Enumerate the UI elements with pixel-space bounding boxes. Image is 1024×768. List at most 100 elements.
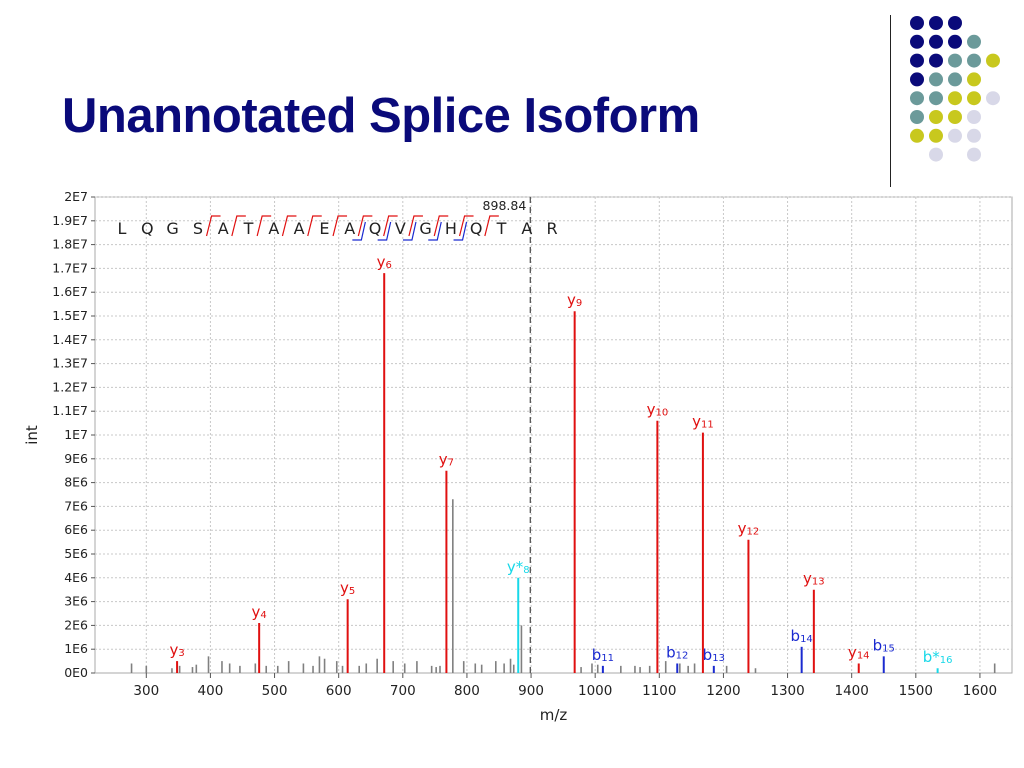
peak-ion-index: 14 — [857, 650, 870, 661]
decor-dot — [910, 128, 924, 143]
sequence-residue: A — [294, 219, 305, 238]
decor-dot — [929, 128, 943, 143]
y-tick-label: 1.2E7 — [52, 379, 88, 394]
decor-dot — [910, 53, 924, 68]
y-tick-label: 0E0 — [64, 665, 88, 680]
decor-dot — [929, 72, 943, 87]
y-tick-label: 1.6E7 — [52, 284, 88, 299]
sequence-residue: H — [445, 219, 457, 238]
x-tick-label: 1000 — [578, 683, 612, 699]
peak-ion-index: 6 — [385, 260, 391, 271]
peak-label: b11 — [592, 646, 614, 664]
y-tick-label: 7E6 — [64, 498, 88, 513]
peak-label: y10 — [647, 401, 669, 419]
decor-dot — [929, 53, 943, 68]
peak-label: y12 — [738, 520, 760, 538]
decor-dot — [910, 110, 924, 124]
y-ion-cleavage-mark — [357, 215, 373, 237]
sequence-residue: G — [419, 219, 431, 238]
spectrum-chart: 0E01E62E63E64E65E66E67E68E69E61E71.1E71.… — [23, 189, 1013, 724]
peak-ion-index: 13 — [712, 653, 725, 664]
y-tick-label: 1.1E7 — [52, 403, 88, 418]
x-tick-label: 900 — [518, 683, 544, 699]
x-tick-label: 600 — [326, 683, 352, 699]
decor-dot — [967, 110, 981, 124]
decor-dot — [967, 34, 981, 49]
decor-dot — [948, 110, 962, 124]
decor-dot — [910, 16, 924, 30]
sequence-residue: V — [395, 219, 406, 238]
y-ion-cleavage-mark — [256, 215, 272, 237]
peak-ion: y — [340, 579, 349, 597]
sequence-residue: Q — [470, 219, 483, 238]
decor-dot — [986, 91, 1000, 106]
peak-ion-index: 3 — [178, 648, 184, 659]
b-ion-cleavage-mark — [453, 221, 468, 241]
y-ion-cleavage-mark — [281, 215, 297, 237]
decor-dot — [948, 128, 962, 143]
decor-dot — [948, 34, 962, 49]
peak-label: b12 — [666, 643, 688, 661]
y-tick-label: 1.8E7 — [52, 237, 88, 252]
x-tick-label: 1500 — [899, 683, 933, 699]
peak-ion-index: 7 — [448, 458, 454, 469]
decor-dot-grid — [910, 16, 1000, 162]
y-ion-cleavage-mark — [231, 215, 246, 237]
x-tick-label: 1400 — [835, 683, 869, 699]
y-tick-label: 1.9E7 — [52, 213, 88, 228]
decor-dot — [929, 91, 943, 106]
peak-label: b*16 — [923, 648, 953, 666]
peak-label: y11 — [692, 413, 714, 431]
peak-ion: y — [377, 253, 386, 271]
sequence-residue: G — [166, 219, 178, 238]
peak-ion: y — [567, 291, 576, 309]
y-ion-cleavage-mark — [484, 215, 499, 237]
y-ion-cleavage-mark — [408, 215, 423, 237]
decor-dot — [929, 34, 943, 49]
peak-ion-index: 8 — [523, 565, 529, 576]
x-tick-label: 1100 — [642, 683, 676, 699]
y-tick-label: 4E6 — [64, 570, 88, 585]
sequence-residue: T — [243, 219, 254, 238]
y-tick-label: 1.5E7 — [52, 308, 88, 323]
decor-dot — [929, 147, 943, 162]
y-ion-cleavage-mark — [205, 215, 221, 237]
peak-label: y*8 — [507, 558, 530, 576]
peak-ion: y — [692, 413, 701, 431]
x-tick-label: 300 — [133, 683, 159, 699]
y-axis-label: int — [23, 425, 41, 445]
peak-ion: y — [439, 451, 448, 469]
peak-ion-index: 9 — [576, 298, 582, 309]
peak-ion-index: 11 — [701, 420, 714, 431]
decor-dot — [948, 16, 962, 30]
sequence-residue: T — [496, 219, 507, 238]
y-ion-cleavage-mark — [332, 215, 348, 237]
peak-ion-index: 16 — [940, 655, 953, 666]
peak-ion-index: 12 — [747, 527, 760, 538]
decor-dot — [967, 72, 981, 87]
x-axis-label: m/z — [540, 706, 568, 724]
decor-dot — [967, 53, 981, 68]
y-tick-label: 8E6 — [64, 475, 88, 490]
peak-label: b15 — [873, 636, 895, 654]
peak-ion: y — [848, 643, 857, 661]
y-tick-label: 9E6 — [64, 451, 88, 466]
peak-label: y5 — [340, 579, 355, 597]
peak-ion: y — [252, 603, 261, 621]
sequence-residue: A — [344, 219, 355, 238]
b-ion-cleavage-mark — [428, 221, 442, 241]
peak-ion: b — [666, 643, 676, 661]
peak-ion-index: 11 — [601, 653, 614, 664]
peak-ion: b — [703, 646, 713, 664]
decor-dot — [910, 34, 924, 49]
peak-ion: b — [791, 627, 801, 645]
sequence-residue: E — [319, 219, 329, 238]
sequence-residue: A — [521, 219, 532, 238]
x-tick-label: 1600 — [963, 683, 997, 699]
decor-dot — [929, 110, 943, 124]
peak-ion-index: 14 — [800, 634, 813, 645]
peak-ion-index: 5 — [349, 586, 355, 597]
decor-dot — [948, 53, 962, 68]
peak-label: y13 — [803, 570, 825, 588]
peak-label: y14 — [848, 643, 870, 661]
